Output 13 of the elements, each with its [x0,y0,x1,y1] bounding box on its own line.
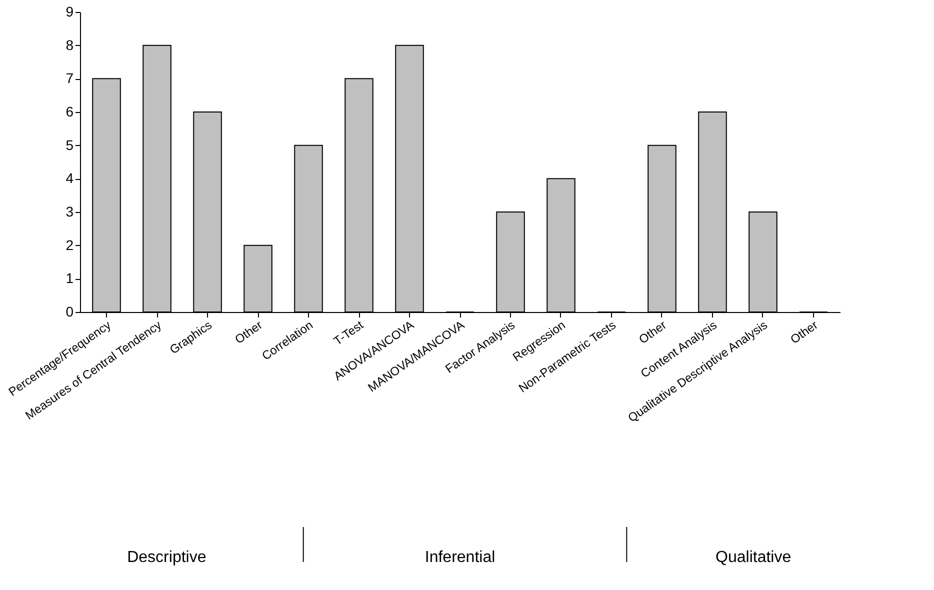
text: Qualitative [716,549,792,566]
text: Descriptive [127,549,206,566]
y-tick-label: 8 [66,36,74,53]
y-tick-label: 5 [66,136,74,153]
y-tick-label: 1 [66,270,74,286]
y-tick-label: 0 [66,304,74,320]
y-tick-label: 3 [66,204,74,220]
y-tick-label: 2 [66,236,74,253]
text: Inferential [424,549,496,566]
y-tick-label: 6 [66,104,74,120]
y-tick-label: 9 [66,4,74,20]
y-tick-label: 7 [66,70,74,86]
y-tick-label: 4 [66,170,74,186]
